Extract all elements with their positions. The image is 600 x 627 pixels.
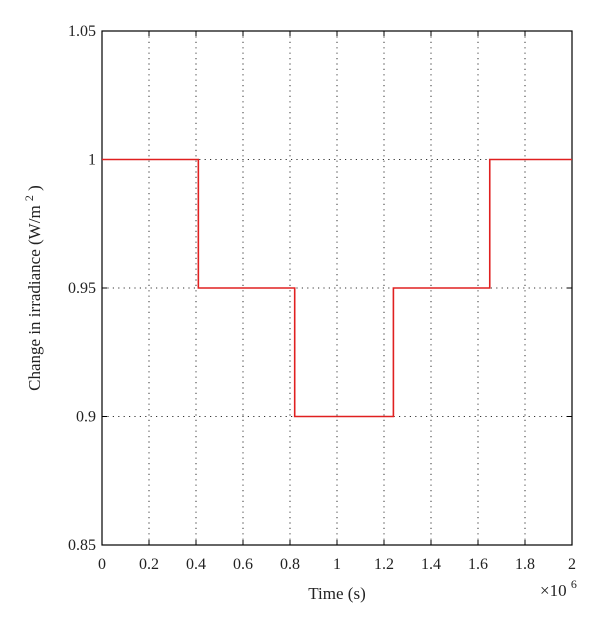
x-tick-label: 1.2: [374, 556, 394, 573]
x-tick-label: 1.4: [421, 556, 441, 573]
x-tick-label: 0.2: [139, 556, 159, 573]
y-axis-title-main: Change in irradiance (W/m: [25, 205, 44, 391]
y-tick-label: 0.85: [68, 537, 96, 554]
grid-layer: [102, 31, 572, 545]
x-tick-label: 0.6: [233, 556, 253, 573]
x-multiplier-exponent: 6: [571, 577, 577, 591]
x-tick-label: 0: [98, 556, 106, 573]
ticks-layer: [101, 30, 573, 546]
series-line: [102, 158, 572, 418]
x-tick-label: 0.4: [186, 556, 206, 573]
y-tick-label: 0.9: [76, 409, 96, 426]
x-tick-label: 1.8: [515, 556, 535, 573]
y-tick-label: 0.95: [68, 280, 96, 297]
x-multiplier-base: ×10: [540, 581, 567, 600]
y-axis-title-superscript: 2: [22, 195, 36, 201]
y-tick-label: 1.05: [68, 23, 96, 40]
series-layer: [102, 158, 572, 418]
y-tick-label: 1: [88, 152, 96, 169]
y-axis-title: Change in irradiance (W/m 2 ): [18, 185, 44, 391]
x-tick-label: 1.6: [468, 556, 488, 573]
tick-labels-layer: 0 0.2 0.4 0.6 0.8 1 1.2 1.4 1.6 1.8 2 0.85 0.9 0.95 1 1…: [68, 23, 576, 573]
x-tick-label: 0.8: [280, 556, 300, 573]
x-axis-multiplier: ×10 6: [540, 577, 577, 600]
x-tick-label: 2: [568, 556, 576, 573]
x-axis-title: Time (s): [308, 584, 365, 603]
x-tick-label: 1: [333, 556, 341, 573]
y-axis-title-end: ): [25, 185, 44, 191]
